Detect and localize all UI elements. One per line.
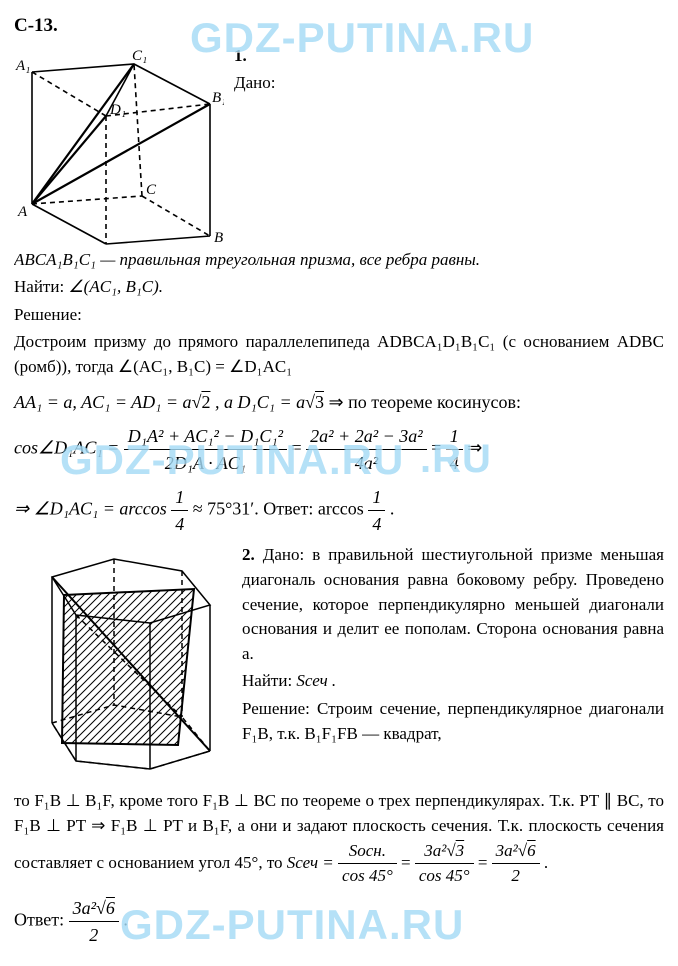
svg-text:D: D xyxy=(93,245,104,246)
figure-prism: A₁ C₁ B₁ D₁ A C B D xyxy=(14,46,224,246)
p2-ansn: 3a² xyxy=(73,898,96,918)
p1-given-label: Дано: xyxy=(234,73,275,92)
p1-given: ABCA₁B₁C₁ — правильная треугольная призм… xyxy=(14,250,480,269)
p1-coslhs: cos∠D₁AC₁ = xyxy=(14,438,124,458)
p2-fBd: cos 45° xyxy=(415,864,474,889)
p1-res-a: ⇒ ∠D₁AC₁ = arccos xyxy=(14,499,171,519)
p2-ansper: . xyxy=(123,910,128,930)
p2-eq2: = xyxy=(478,853,492,872)
svg-text:C₁: C₁ xyxy=(132,48,147,64)
p1-f4d: 4 xyxy=(171,511,188,537)
p1-f1n: D₁A² + AC₁² − D₁C₁² xyxy=(124,423,287,450)
p2-eq1: = xyxy=(401,853,415,872)
section-heading: С-13. xyxy=(14,12,664,40)
p1-res-b: ≈ 75°31′. Ответ: arccos xyxy=(193,499,369,519)
p1-number: 1. xyxy=(234,46,247,65)
p2-fAn: Sосн. xyxy=(338,839,397,865)
figure-hex-prism xyxy=(14,545,232,783)
svg-text:A: A xyxy=(17,204,28,220)
p1-f2n: 2a² + 2a² − 3a² xyxy=(306,423,426,450)
p1-f4n: 1 xyxy=(171,484,188,511)
p2-anslbl: Ответ: xyxy=(14,910,69,930)
p1-eq2: = xyxy=(431,438,446,458)
p1-f5n: 1 xyxy=(368,484,385,511)
p2-ansd: 2 xyxy=(69,922,119,948)
p2-fAd: cos 45° xyxy=(338,864,397,889)
p2-fBnr: 3 xyxy=(456,841,465,860)
p1-line1: Достроим призму до прямого параллелепипе… xyxy=(14,330,664,379)
p2-ansr: 6 xyxy=(106,898,115,918)
p2-given: в правильной шестиугольной призме меньша… xyxy=(242,545,664,663)
p1-f2d: 4a² xyxy=(306,450,426,476)
p2-answer: Ответ: 3a² 6 2 . xyxy=(14,895,664,948)
p1-sol-label: Решение: xyxy=(14,303,664,328)
p2-tail: то F₁B ⊥ B₁F, кроме того F₁B ⊥ BC по тео… xyxy=(14,789,664,889)
p2-fCna: 3a² xyxy=(496,841,518,860)
p1-f3d: 4 xyxy=(446,450,463,476)
p1-eq1: = xyxy=(292,438,307,458)
p1-arr: ⇒ xyxy=(467,438,482,458)
p1-l2a: AA₁ = a, AC₁ = AD₁ = a xyxy=(14,392,192,412)
problem-2: 2. Дано: в правильной шестиугольной приз… xyxy=(14,543,664,785)
p2-number: 2. xyxy=(242,545,255,564)
p1-f3n: 1 xyxy=(446,423,463,450)
svg-text:B₁: B₁ xyxy=(212,90,224,106)
p2-given-label: Дано: xyxy=(263,545,304,564)
p2-fCnr: 6 xyxy=(527,841,536,860)
p2-fBna: 3a² xyxy=(424,841,446,860)
p1-f5d: 4 xyxy=(368,511,385,537)
p1-line2: AA₁ = a, AC₁ = AD₁ = a2 , а D₁C₁ = a3 ⇒ … xyxy=(14,389,664,415)
p1-result: ⇒ ∠D₁AC₁ = arccos 14 ≈ 75°31′. Ответ: ar… xyxy=(14,484,664,537)
p1-root3: 3 xyxy=(315,392,324,412)
p2-per: . xyxy=(544,853,548,872)
p1-l2c: ⇒ по теореме косинусов: xyxy=(324,392,521,412)
p2-fCd: 2 xyxy=(492,864,540,889)
p1-l2b: , а D₁C₁ = a xyxy=(210,392,305,412)
p2-seq: Sсеч = xyxy=(287,853,338,872)
problem-1: A₁ C₁ B₁ D₁ A C B D 1. Дано: ABCA₁B₁C₁ —… xyxy=(14,44,664,383)
p1-period: . xyxy=(390,499,395,519)
p2-sol-label: Решение: xyxy=(242,699,310,718)
svg-text:B: B xyxy=(214,230,223,246)
p1-f1d: 2D₁A · AC₁ xyxy=(124,450,287,476)
svg-text:A₁: A₁ xyxy=(15,58,30,74)
p1-cos-eq: cos∠D₁AC₁ = D₁A² + AC₁² − D₁C₁²2D₁A · AC… xyxy=(14,423,664,476)
p1-find-label: Найти: xyxy=(14,277,64,296)
p2-find: Sсеч . xyxy=(296,671,336,690)
svg-text:C: C xyxy=(146,182,157,198)
svg-text:D₁: D₁ xyxy=(109,102,126,118)
p2-find-label: Найти: xyxy=(242,671,292,690)
p1-find: ∠(AC₁, B₁C). xyxy=(68,277,163,296)
